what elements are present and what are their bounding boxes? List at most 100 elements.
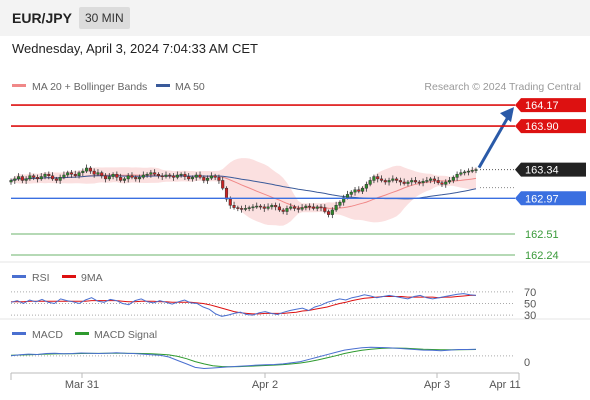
candle-body: [172, 175, 176, 178]
time-axis: Mar 31 Apr 2 Apr 3 Apr 11: [10, 372, 521, 391]
candle-body: [334, 205, 338, 211]
candle-body: [221, 180, 225, 189]
candle-body: [296, 208, 300, 210]
x-tick-label: Mar 31: [65, 379, 99, 391]
ma20-legend-swatch: [12, 84, 26, 87]
candle-body: [156, 173, 160, 177]
candle-body: [327, 211, 331, 215]
candle-body: [277, 206, 281, 211]
candle-body: [463, 171, 467, 174]
candle-body: [470, 170, 474, 172]
candle-body: [190, 177, 195, 180]
candle-body: [243, 208, 247, 210]
candle-body: [17, 176, 21, 180]
candle-body: [13, 178, 17, 181]
candle-body: [432, 178, 436, 181]
candle-body: [122, 178, 126, 181]
candle-body: [77, 172, 81, 177]
candle-body: [459, 172, 463, 175]
candle-body: [81, 170, 85, 173]
candle-body: [395, 178, 399, 181]
candle-body: [349, 191, 353, 195]
candle-body: [51, 175, 55, 180]
macd-plot: 0: [10, 346, 530, 370]
rsi-legend-label: RSI: [32, 272, 50, 284]
candle-body: [364, 184, 368, 189]
candle-body: [9, 180, 13, 183]
macd-legend-swatch: [12, 332, 26, 335]
macd-signal-line: [10, 347, 477, 368]
candle-body: [179, 173, 183, 176]
candle-body: [451, 177, 455, 181]
candle-body: [383, 180, 387, 183]
candle-body: [24, 178, 28, 181]
forecast-arrow-head: [500, 107, 514, 123]
candle-body: [217, 177, 221, 181]
candle-body: [228, 198, 232, 206]
candle-body: [281, 209, 285, 212]
level-label: 162.97: [525, 193, 559, 205]
level-label: 163.34: [525, 165, 559, 177]
candle-body: [330, 209, 334, 215]
candle-body: [455, 173, 459, 178]
level-tag-163.34: [515, 162, 586, 177]
macd-level-label: 0: [524, 357, 530, 369]
candle-body: [266, 206, 270, 209]
candle-body: [232, 205, 236, 208]
candle-body: [28, 175, 32, 180]
candle-body: [130, 175, 134, 178]
candle-body: [444, 181, 448, 185]
candle-body: [387, 180, 391, 183]
candle-body: [85, 167, 89, 172]
symbol-title: EUR/JPY: [12, 10, 72, 26]
timeframe-button[interactable]: 30 MIN: [79, 7, 130, 29]
candle-body: [425, 180, 429, 182]
rsi-level-label: 50: [524, 299, 536, 311]
rsi-level-label: 70: [524, 287, 536, 299]
price-levels: 164.17 163.90 163.34 162.97 162.51 162.24: [11, 98, 586, 262]
level-tag-163.90: [515, 119, 586, 134]
candle-body: [292, 206, 297, 209]
candle-body: [88, 167, 92, 172]
x-tick-label: Apr 3: [424, 379, 450, 391]
candle-body: [402, 181, 406, 184]
candle-body: [338, 201, 342, 206]
level-tag-164.17: [515, 98, 586, 113]
level-label: 163.90: [525, 121, 559, 133]
level-tag-162.97: [515, 191, 586, 206]
candle-body: [236, 207, 240, 209]
candle-body: [308, 205, 312, 208]
candle-body: [417, 181, 421, 184]
level-label: 162.51: [525, 229, 559, 241]
candle-body: [115, 173, 119, 178]
candle-body: [357, 189, 361, 192]
candle-body: [103, 175, 108, 180]
candle-body: [66, 172, 70, 176]
candle-body: [285, 208, 289, 212]
research-credit: Research © 2024 Trading Central: [424, 81, 581, 93]
macd-signal-legend-swatch: [75, 332, 89, 335]
candle-body: [368, 180, 372, 185]
candle-body: [289, 206, 293, 209]
candle-body: [187, 176, 191, 180]
candle-body: [342, 197, 346, 203]
candle-body: [141, 174, 145, 178]
candle-body: [107, 176, 111, 180]
rsi-legend-swatch: [12, 275, 26, 278]
candle-body: [35, 177, 40, 180]
candle-body: [92, 170, 96, 175]
candle-body: [32, 175, 36, 178]
rsi-ma9-legend-swatch: [62, 275, 76, 278]
candle-body: [206, 177, 210, 181]
candle-body: [398, 180, 402, 183]
candle-body: [391, 178, 395, 181]
candle-body: [345, 194, 350, 198]
candle-body: [224, 187, 229, 200]
bollinger-band: [11, 158, 476, 226]
candle-body: [39, 176, 43, 180]
candle-body: [240, 208, 244, 210]
candle-body: [319, 206, 323, 209]
candle-body: [421, 180, 425, 184]
